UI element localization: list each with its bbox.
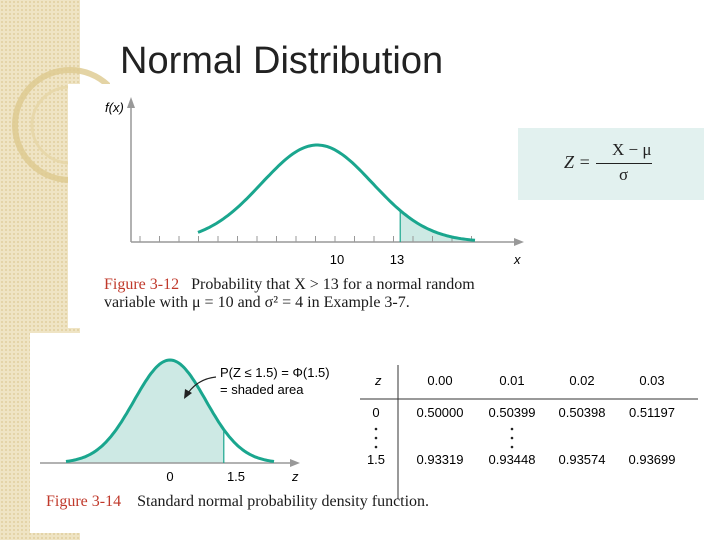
row-2-col-3: 0.93699 [629,452,676,467]
header-col-1: 0.01 [499,373,524,388]
formula-denominator: σ [619,165,629,184]
figure-3-14-caption: Figure 3-14 Standard normal probability … [46,493,429,511]
figure-3-12-panel: f(x) x 10 13 Figure 3-12 Probability tha… [68,84,528,328]
annotation-arrow [187,376,217,394]
figure-3-12-caption: Figure 3-12 Probability that X > 13 for … [104,276,475,312]
slide-title: Normal Distribution [120,40,444,82]
caption-text-line-1: Probability that X > 13 for a normal ran… [191,276,475,293]
x-axis-label: x [513,252,521,267]
annotation-arrowhead [184,389,192,399]
row-1-col-1: 0.50399 [489,405,536,420]
header-col-0: 0.00 [427,373,452,388]
caption-text: Standard normal probability density func… [137,493,430,510]
header-col-2: 0.02 [569,373,594,388]
formula-numerator: X − μ [612,140,652,159]
tick-label-10: 10 [330,252,344,267]
standard-normal-curve [65,358,275,463]
caption-text-line-2: variable with μ = 10 and σ² = 4 in Examp… [104,294,410,311]
annotation-line-1: P(Z ≤ 1.5) = Φ(1.5) [220,365,330,380]
row-2-col-2: 0.93574 [559,452,606,467]
header-col-3: 0.03 [639,373,664,388]
row-2-z: 1.5 [367,452,385,467]
x-axis-arrow [290,459,300,467]
shaded-area-right-tail [400,210,475,242]
row-1-col-2: 0.50398 [559,405,606,420]
y-axis-arrow [127,97,135,108]
formula-lhs: Z = [564,152,591,172]
normal-curve-chart-top: f(x) x 10 13 [105,97,524,267]
x-axis-label: z [291,469,299,484]
sidebar-decoration [0,0,80,540]
x-axis-arrow [514,238,524,246]
z-table: z 0.00 0.01 0.02 0.03 0 0.50000 0.50399 … [360,365,698,499]
normal-density-curve [197,143,476,242]
tick-label-0: 0 [166,469,173,484]
row-2-col-1: 0.93448 [489,452,536,467]
normal-curve-chart-bottom: P(Z ≤ 1.5) = Φ(1.5) = shaded area 0 1.5 … [40,358,330,484]
vertical-ellipsis-col [510,427,514,449]
annotation-line-2: = shaded area [220,382,304,397]
fraction-bar [596,163,652,164]
row-1-col-3: 0.51197 [629,405,675,420]
y-axis-label: f(x) [105,100,124,115]
figure-3-14-panel: P(Z ≤ 1.5) = Φ(1.5) = shaded area 0 1.5 … [30,333,704,533]
tick-label-1-5: 1.5 [227,469,245,484]
z-score-formula: Z = X − μ σ [518,128,704,200]
shaded-area-left [66,360,224,463]
vertical-ellipsis-z [374,427,378,449]
caption-label: Figure 3-14 [46,493,122,510]
caption-label: Figure 3-12 [104,276,180,293]
row-1-col-0: 0.50000 [417,405,464,420]
header-z: z [374,373,382,388]
tick-label-13: 13 [390,252,404,267]
row-2-col-0: 0.93319 [417,452,464,467]
row-1-z: 0 [372,405,379,420]
